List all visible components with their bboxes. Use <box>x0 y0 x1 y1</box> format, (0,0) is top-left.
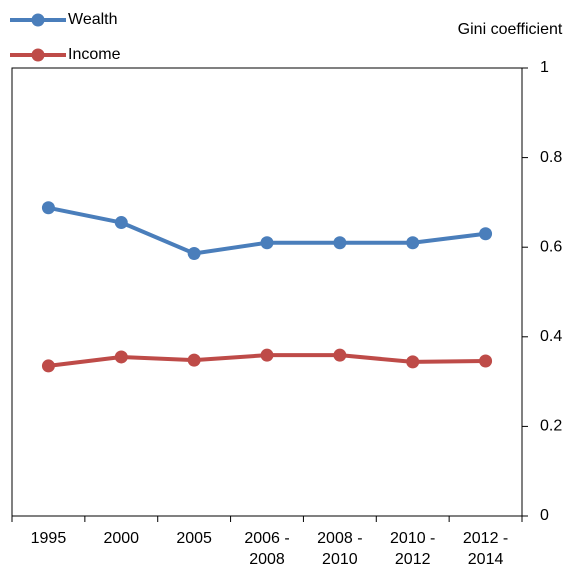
legend-marker <box>31 48 45 62</box>
data-point <box>114 350 128 364</box>
y-tick-label: 0 <box>540 507 549 524</box>
legend-marker <box>31 13 45 27</box>
x-tick-label: 2000 <box>103 530 140 547</box>
y-tick-label: 0.8 <box>540 149 562 166</box>
data-point <box>187 246 201 260</box>
data-point <box>333 236 347 250</box>
data-point <box>41 201 55 215</box>
legend-label: Wealth <box>68 11 118 28</box>
data-point <box>406 236 420 250</box>
plot-frame <box>11 67 523 517</box>
y-tick-label: 0.6 <box>540 238 562 255</box>
data-point <box>114 216 128 230</box>
y-tick-label: 0.2 <box>540 418 562 435</box>
data-point <box>479 354 493 368</box>
data-point <box>260 348 274 362</box>
data-point <box>41 359 55 373</box>
x-tick-label: 2005 <box>176 530 212 547</box>
y-axis-label: Gini coefficient <box>458 21 563 38</box>
x-tick-label: 2006 - 2008 <box>244 530 290 568</box>
x-tick-label: 2008 - 2010 <box>317 530 363 568</box>
data-point <box>333 348 347 362</box>
data-point <box>406 355 420 369</box>
data-point <box>260 236 274 250</box>
x-tick-label: 1995 <box>30 530 67 547</box>
y-tick-label: 1 <box>540 59 549 76</box>
data-point <box>479 227 493 241</box>
data-point <box>187 353 201 367</box>
x-tick-label: 2010 - 2012 <box>390 530 436 568</box>
y-tick-label: 0.4 <box>540 328 562 345</box>
x-tick-label: 2012 - 2014 <box>462 530 509 568</box>
legend-label: Income <box>68 46 121 63</box>
